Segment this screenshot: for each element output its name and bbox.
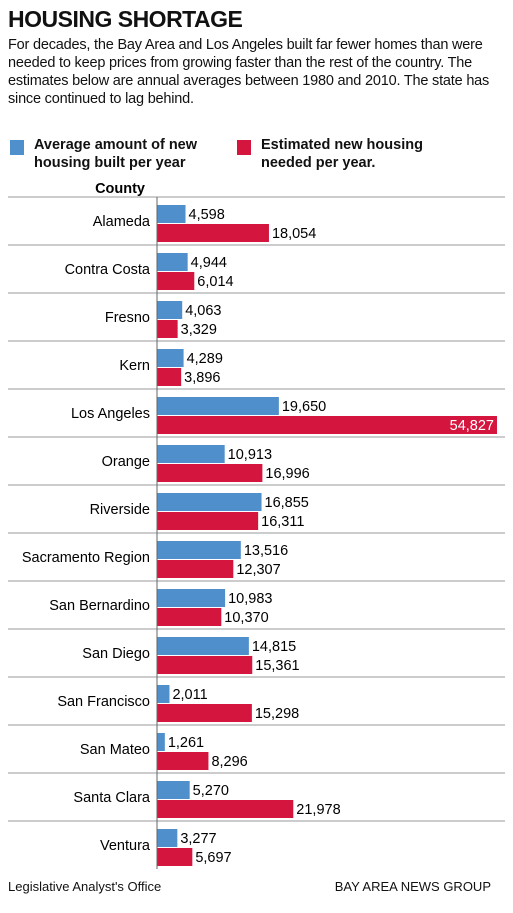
data-label: 16,996 (265, 466, 309, 482)
y-tick-label: Alameda (93, 214, 151, 230)
data-label: 1,261 (168, 735, 204, 751)
y-tick-label: Kern (119, 358, 150, 374)
chart: County Alameda 4,598 18,054 Contra Costa 4,9… (8, 181, 505, 869)
bar (157, 320, 178, 338)
bar (157, 541, 241, 559)
bar (157, 829, 178, 847)
y-tick-label: Los Angeles (71, 406, 150, 422)
bar (157, 464, 263, 482)
bar (157, 685, 170, 703)
bar (157, 733, 165, 751)
y-tick-label: Riverside (90, 502, 150, 518)
bar (157, 752, 209, 770)
y-tick-label: Orange (102, 454, 150, 470)
bar (157, 272, 195, 290)
y-tick-label: San Bernardino (49, 598, 150, 614)
data-label: 5,697 (195, 850, 231, 866)
bar (157, 704, 252, 722)
data-label: 13,516 (244, 543, 288, 559)
legend-label: Estimated new housing needed per year. (261, 137, 423, 171)
y-tick-label: Sacramento Region (22, 550, 150, 566)
legend-swatch (237, 140, 251, 155)
data-label: 3,896 (184, 370, 220, 386)
data-label: 5,270 (193, 783, 229, 799)
y-tick-label: Fresno (105, 310, 150, 326)
bar (157, 781, 190, 799)
bar (157, 512, 259, 530)
data-label: 4,598 (189, 207, 225, 223)
data-label: 14,815 (252, 639, 296, 655)
credit: BAY AREA NEWS GROUP (334, 879, 491, 894)
data-label: 12,307 (236, 562, 280, 578)
data-label: 4,944 (191, 255, 227, 271)
data-label: 2,011 (172, 687, 207, 703)
y-tick-label: San Mateo (80, 742, 150, 758)
bar (157, 349, 184, 367)
bar (157, 445, 225, 463)
data-label: 18,054 (272, 226, 316, 242)
bar (157, 800, 294, 818)
y-tick-label: Santa Clara (73, 790, 151, 806)
data-label: 4,063 (185, 303, 221, 319)
data-label: 8,296 (211, 754, 247, 770)
bar (157, 656, 253, 674)
bar (157, 368, 182, 386)
y-tick-label: Contra Costa (65, 262, 151, 278)
chart-title: HOUSING SHORTAGE (8, 6, 243, 32)
bar (157, 637, 249, 655)
data-label: 15,298 (255, 706, 299, 722)
y-tick-label: Ventura (100, 838, 151, 854)
category-axis-title: County (95, 181, 145, 197)
source: Legislative Analyst's Office (8, 879, 162, 894)
data-label: 10,370 (224, 610, 268, 626)
data-label: 3,329 (181, 322, 217, 338)
bar (157, 301, 183, 319)
data-label: 15,361 (255, 658, 299, 674)
bar (157, 416, 497, 434)
data-label: 16,855 (265, 495, 309, 511)
data-label: 21,978 (296, 802, 340, 818)
data-label: 10,983 (228, 591, 272, 607)
bar (157, 589, 226, 607)
bar (157, 848, 193, 866)
data-label: 54,827 (450, 418, 494, 434)
data-label: 19,650 (282, 399, 326, 415)
bar (157, 224, 269, 242)
data-label: 6,014 (197, 274, 233, 290)
bar (157, 493, 262, 511)
legend-label: Average amount of new housing built per … (34, 137, 198, 171)
bar (157, 253, 188, 271)
data-label: 10,913 (228, 447, 272, 463)
chart-subtitle: For decades, the Bay Area and Los Angele… (8, 37, 490, 107)
legend-swatch (10, 140, 24, 155)
y-tick-label: San Francisco (57, 694, 150, 710)
bar (157, 560, 234, 578)
bar (157, 205, 186, 223)
bar (157, 397, 279, 415)
data-label: 4,289 (187, 351, 223, 367)
data-label: 16,311 (261, 514, 304, 530)
bar (157, 608, 222, 626)
data-label: 3,277 (180, 831, 216, 847)
y-tick-label: San Diego (82, 646, 150, 662)
